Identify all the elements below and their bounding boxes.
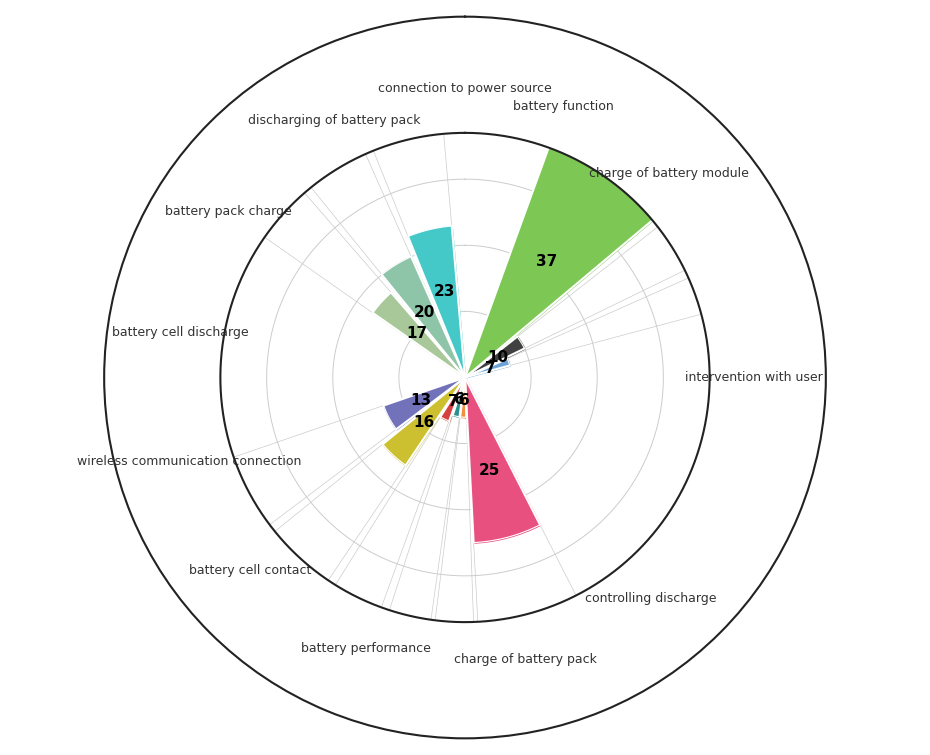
Text: battery cell contact: battery cell contact xyxy=(190,564,312,577)
Text: 16: 16 xyxy=(413,415,434,430)
Text: controlling discharge: controlling discharge xyxy=(585,592,716,605)
Text: 7: 7 xyxy=(448,394,458,409)
Text: 37: 37 xyxy=(536,254,557,269)
Text: 23: 23 xyxy=(433,284,455,299)
Text: discharging of battery pack: discharging of battery pack xyxy=(247,114,420,127)
Text: battery pack charge: battery pack charge xyxy=(166,205,292,218)
Text: 7: 7 xyxy=(485,361,496,376)
Text: 25: 25 xyxy=(479,463,500,478)
Text: charge of battery pack: charge of battery pack xyxy=(454,653,596,667)
Text: 6: 6 xyxy=(455,393,465,408)
Text: intervention with user: intervention with user xyxy=(684,371,822,384)
Text: 20: 20 xyxy=(414,304,435,319)
Text: 17: 17 xyxy=(406,326,427,341)
Text: 6: 6 xyxy=(458,393,470,408)
Text: 13: 13 xyxy=(410,393,432,408)
Text: battery function: battery function xyxy=(513,100,614,112)
Text: battery cell discharge: battery cell discharge xyxy=(112,326,248,339)
Text: battery performance: battery performance xyxy=(301,643,432,655)
Text: charge of battery module: charge of battery module xyxy=(590,167,749,180)
Text: connection to power source: connection to power source xyxy=(379,82,551,95)
Text: 10: 10 xyxy=(487,350,508,365)
Text: wireless communication connection: wireless communication connection xyxy=(77,455,301,468)
